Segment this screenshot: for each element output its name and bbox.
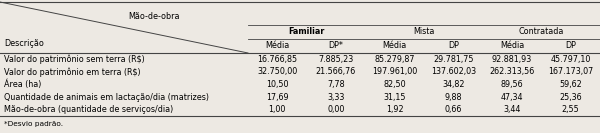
Text: 82,50: 82,50 xyxy=(383,80,406,89)
Text: Média: Média xyxy=(500,41,524,51)
Text: 32.750,00: 32.750,00 xyxy=(257,67,298,76)
Text: 262.313,56: 262.313,56 xyxy=(490,67,535,76)
Text: 85.279,87: 85.279,87 xyxy=(374,55,415,64)
Text: Mista: Mista xyxy=(413,28,434,36)
Text: Mão-de-obra (quantidade de serviços/dia): Mão-de-obra (quantidade de serviços/dia) xyxy=(4,105,173,114)
Text: 7.885,23: 7.885,23 xyxy=(319,55,353,64)
Text: 197.961,00: 197.961,00 xyxy=(372,67,417,76)
Text: 2,55: 2,55 xyxy=(562,105,580,114)
Text: Área (ha): Área (ha) xyxy=(4,80,41,89)
Text: 16.766,85: 16.766,85 xyxy=(257,55,298,64)
Text: Familiar: Familiar xyxy=(289,28,325,36)
Text: 45.797,10: 45.797,10 xyxy=(550,55,591,64)
Text: Descrição: Descrição xyxy=(4,39,44,48)
Text: Valor do patrimônio sem terra (R$): Valor do patrimônio sem terra (R$) xyxy=(4,55,145,64)
Text: 1,92: 1,92 xyxy=(386,105,403,114)
Text: 1,00: 1,00 xyxy=(269,105,286,114)
Text: Quantidade de animais em lactação/dia (matrizes): Quantidade de animais em lactação/dia (m… xyxy=(4,93,209,102)
Text: 7,78: 7,78 xyxy=(327,80,345,89)
Text: 17,69: 17,69 xyxy=(266,93,289,102)
Text: *Desvio padrão.: *Desvio padrão. xyxy=(4,121,63,127)
Text: 3,44: 3,44 xyxy=(503,105,521,114)
Text: 9,88: 9,88 xyxy=(445,93,462,102)
Text: 0,00: 0,00 xyxy=(328,105,344,114)
Text: 29.781,75: 29.781,75 xyxy=(433,55,473,64)
Text: 25,36: 25,36 xyxy=(559,93,582,102)
Text: 137.602,03: 137.602,03 xyxy=(431,67,476,76)
Text: DP: DP xyxy=(448,41,459,51)
Text: 10,50: 10,50 xyxy=(266,80,289,89)
Text: Mão-de-obra: Mão-de-obra xyxy=(128,12,179,21)
Text: 34,82: 34,82 xyxy=(442,80,464,89)
Text: 47,34: 47,34 xyxy=(501,93,523,102)
Text: 3,33: 3,33 xyxy=(328,93,344,102)
Text: 59,62: 59,62 xyxy=(559,80,582,89)
Text: 92.881,93: 92.881,93 xyxy=(492,55,532,64)
Text: 167.173,07: 167.173,07 xyxy=(548,67,593,76)
Text: 31,15: 31,15 xyxy=(383,93,406,102)
Text: Média: Média xyxy=(265,41,289,51)
Text: DP: DP xyxy=(565,41,576,51)
Text: 0,66: 0,66 xyxy=(445,105,462,114)
Text: Média: Média xyxy=(383,41,407,51)
Text: Contratada: Contratada xyxy=(518,28,564,36)
Text: Valor do patrimônio em terra (R$): Valor do patrimônio em terra (R$) xyxy=(4,67,140,77)
Text: 89,56: 89,56 xyxy=(500,80,523,89)
Text: DP*: DP* xyxy=(329,41,343,51)
Text: 21.566,76: 21.566,76 xyxy=(316,67,356,76)
